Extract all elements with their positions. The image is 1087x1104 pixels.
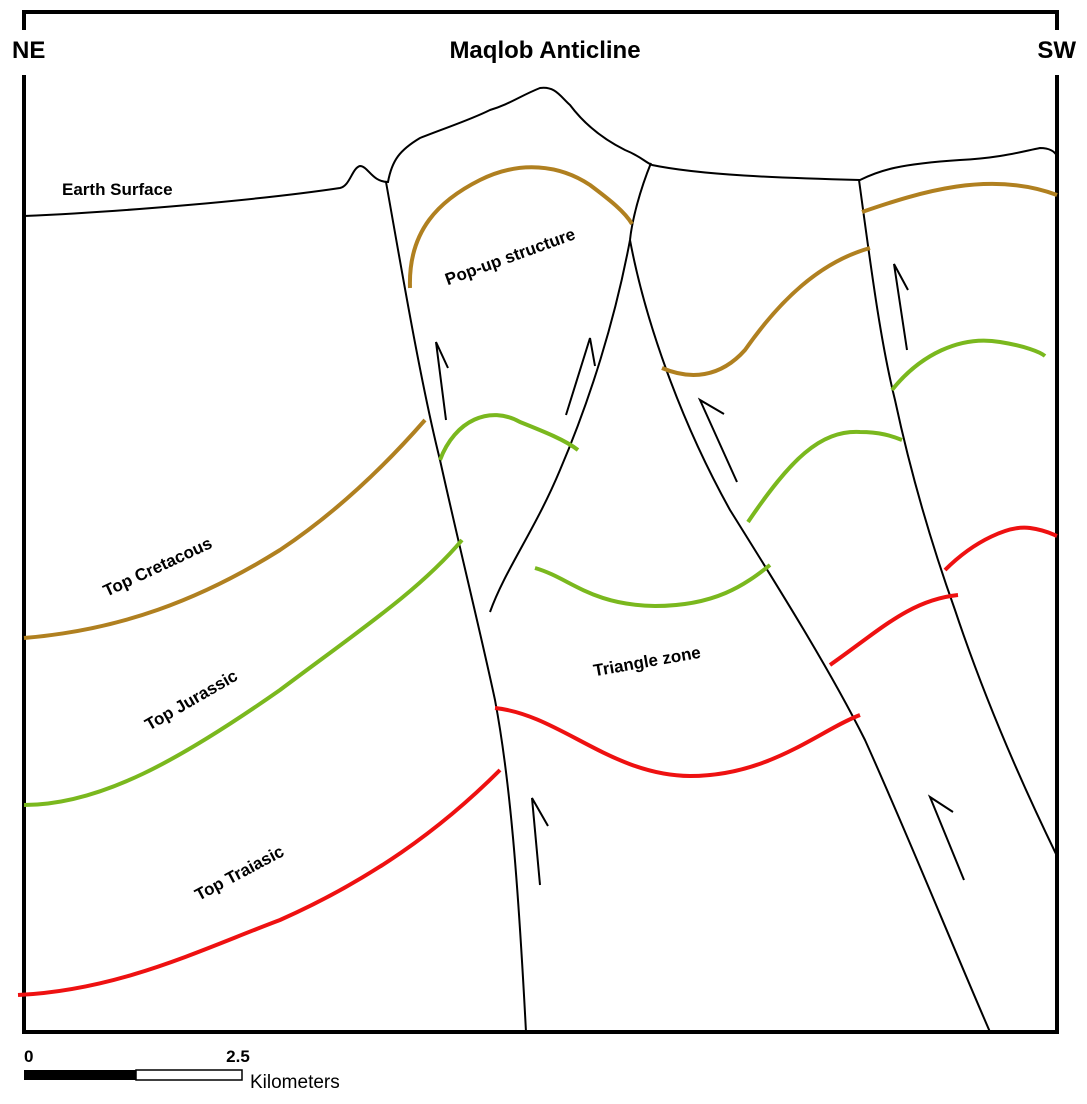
horizon-jurassic <box>535 565 770 606</box>
horizon-jurassic <box>24 540 462 805</box>
arrow <box>930 797 964 880</box>
horizon-jurassic <box>440 415 578 460</box>
horizon-triassic <box>18 770 500 995</box>
scale-unit: Kilometers <box>250 1072 340 1093</box>
arrow <box>894 264 908 350</box>
fault <box>386 182 526 1032</box>
fault <box>630 240 990 1032</box>
scale-bar-black <box>24 1070 136 1080</box>
popup-label: Pop-up structure <box>443 224 578 289</box>
horizon-jurassic <box>892 341 1045 390</box>
surface-label: Earth Surface <box>62 180 173 199</box>
horizon-triassic <box>830 595 958 665</box>
arrow <box>700 400 737 482</box>
triassic-label: Top Traiasic <box>192 842 287 905</box>
scale-end: 2.5 <box>226 1047 250 1066</box>
page: {"header": {"left": "NE", "title": "Maql… <box>0 0 1087 1104</box>
cross-section: NE Maqlob Anticline SW Earth Surface Pop… <box>0 0 1087 1104</box>
horizon-jurassic <box>748 432 902 522</box>
horizon-cretaceous <box>862 184 1057 212</box>
frame <box>24 12 1057 1032</box>
horizon-triassic <box>495 708 860 776</box>
ne-label: NE <box>12 37 45 64</box>
earth-surface <box>24 88 1057 216</box>
scale-start: 0 <box>24 1047 33 1066</box>
title: Maqlob Anticline <box>449 37 640 64</box>
triangle-label: Triangle zone <box>592 643 702 681</box>
fault <box>859 180 1057 856</box>
horizon-triassic <box>945 528 1057 570</box>
arrow <box>436 342 448 420</box>
horizon-cretaceous <box>410 167 632 288</box>
arrow <box>532 798 548 885</box>
scale-bar-white <box>136 1070 242 1080</box>
cretaceous-label: Top Cretacous <box>100 534 215 601</box>
horizon-cretaceous <box>662 248 870 375</box>
horizon-cretaceous <box>24 420 425 638</box>
sw-label: SW <box>1037 37 1076 64</box>
arrow <box>566 338 595 415</box>
